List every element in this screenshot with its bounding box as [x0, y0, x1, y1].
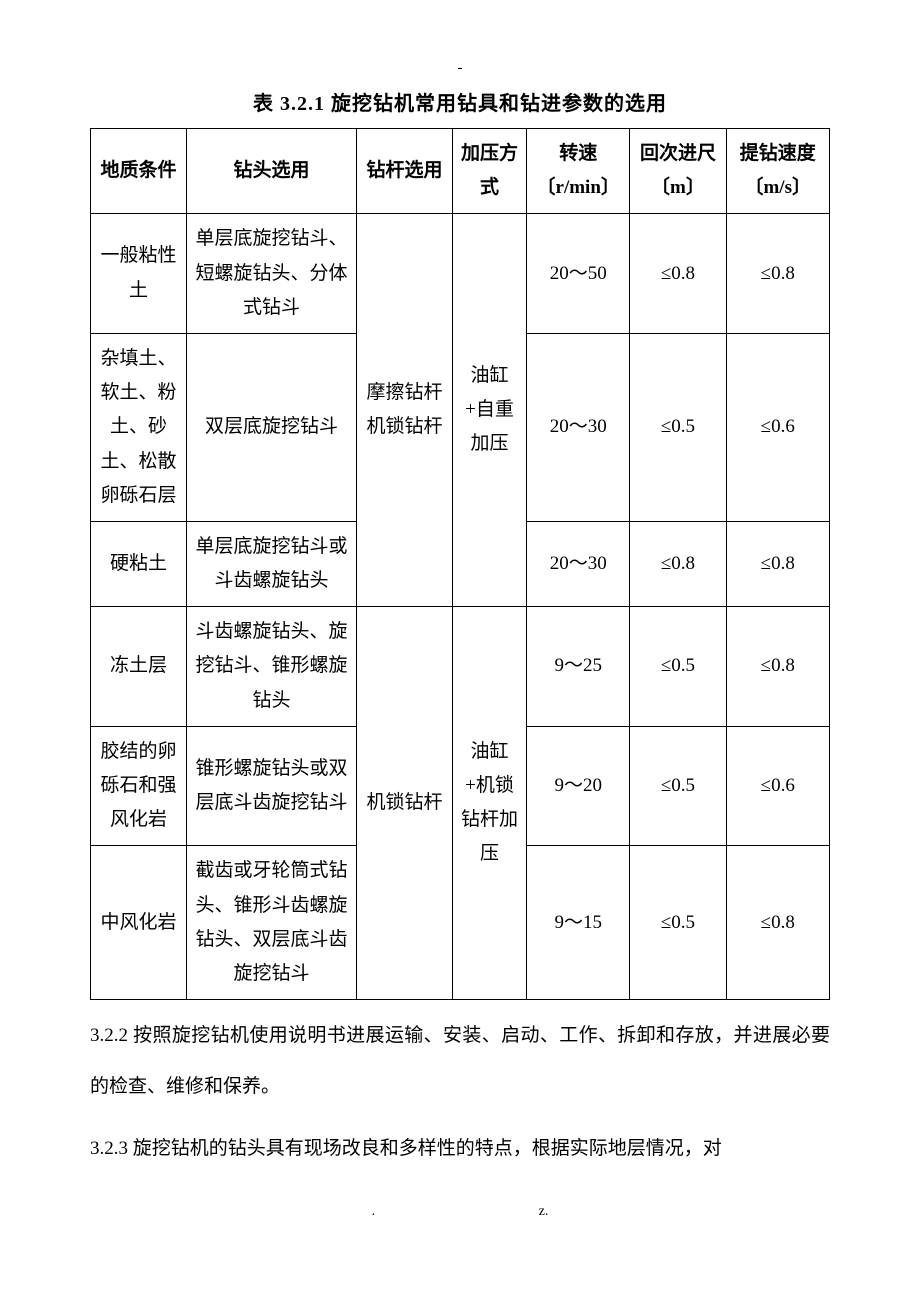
- footer-right: z.: [539, 1204, 549, 1220]
- cell-lift: ≤0.6: [726, 333, 830, 521]
- footer-left: .: [372, 1204, 376, 1220]
- header-lift: 提钻速度〔m/s〕: [726, 129, 830, 214]
- header-speed: 转速〔r/min〕: [526, 129, 629, 214]
- cell-advance: ≤0.5: [630, 726, 726, 846]
- cell-advance: ≤0.8: [630, 214, 726, 334]
- paragraph-323: 3.2.3 旋挖钻机的钻头具有现场改良和多样性的特点，根据实际地层情况，对: [90, 1123, 830, 1174]
- cell-bit: 锥形螺旋钻头或双层底斗齿旋挖钻斗: [187, 726, 357, 846]
- cell-geo: 冻土层: [91, 607, 187, 727]
- table-row: 一般粘性土 单层底旋挖钻斗、短螺旋钻头、分体式钻斗 摩擦钻杆机锁钻杆 油缸+自重…: [91, 214, 830, 334]
- cell-bit: 单层底旋挖钻斗、短螺旋钻头、分体式钻斗: [187, 214, 357, 334]
- cell-press: 油缸+机锁钻杆加压: [453, 607, 527, 1000]
- cell-speed: 20～30: [526, 333, 629, 521]
- cell-geo: 一般粘性土: [91, 214, 187, 334]
- cell-bit: 斗齿螺旋钻头、旋挖钻斗、锥形螺旋钻头: [187, 607, 357, 727]
- cell-lift: ≤0.8: [726, 607, 830, 727]
- drilling-params-table: 地质条件 钻头选用 钻杆选用 加压方式 转速〔r/min〕 回次进尺〔m〕 提钻…: [90, 128, 830, 1000]
- cell-advance: ≤0.5: [630, 607, 726, 727]
- cell-speed: 9～20: [526, 726, 629, 846]
- cell-rod: 摩擦钻杆机锁钻杆: [357, 214, 453, 607]
- table-title: 表 3.2.1 旋挖钻机常用钻具和钻进参数的选用: [90, 87, 830, 116]
- header-advance: 回次进尺〔m〕: [630, 129, 726, 214]
- cell-lift: ≤0.8: [726, 846, 830, 1000]
- cell-bit: 双层底旋挖钻斗: [187, 333, 357, 521]
- cell-geo: 硬粘土: [91, 521, 187, 606]
- cell-speed: 20～50: [526, 214, 629, 334]
- cell-speed: 9～15: [526, 846, 629, 1000]
- cell-rod: 机锁钻杆: [357, 607, 453, 1000]
- cell-press: 油缸+自重加压: [453, 214, 527, 607]
- cell-advance: ≤0.5: [630, 846, 726, 1000]
- header-rod: 钻杆选用: [357, 129, 453, 214]
- cell-geo: 杂填土、软土、粉土、砂土、松散卵砾石层: [91, 333, 187, 521]
- cell-speed: 20～30: [526, 521, 629, 606]
- cell-bit: 截齿或牙轮筒式钻头、锥形斗齿螺旋钻头、双层底斗齿旋挖钻斗: [187, 846, 357, 1000]
- page-footer: . z.: [90, 1204, 830, 1220]
- cell-bit: 单层底旋挖钻斗或斗齿螺旋钻头: [187, 521, 357, 606]
- cell-lift: ≤0.6: [726, 726, 830, 846]
- cell-lift: ≤0.8: [726, 521, 830, 606]
- page-top-dash: -: [90, 60, 830, 77]
- header-pressure: 加压方式: [453, 129, 527, 214]
- header-geology: 地质条件: [91, 129, 187, 214]
- paragraph-322: 3.2.2 按照旋挖钻机使用说明书进展运输、安装、启动、工作、拆卸和存放，并进展…: [90, 1010, 830, 1113]
- header-bit: 钻头选用: [187, 129, 357, 214]
- cell-advance: ≤0.8: [630, 521, 726, 606]
- cell-advance: ≤0.5: [630, 333, 726, 521]
- cell-geo: 胶结的卵砾石和强风化岩: [91, 726, 187, 846]
- cell-geo: 中风化岩: [91, 846, 187, 1000]
- cell-speed: 9～25: [526, 607, 629, 727]
- cell-lift: ≤0.8: [726, 214, 830, 334]
- table-row: 冻土层 斗齿螺旋钻头、旋挖钻斗、锥形螺旋钻头 机锁钻杆 油缸+机锁钻杆加压 9～…: [91, 607, 830, 727]
- table-header-row: 地质条件 钻头选用 钻杆选用 加压方式 转速〔r/min〕 回次进尺〔m〕 提钻…: [91, 129, 830, 214]
